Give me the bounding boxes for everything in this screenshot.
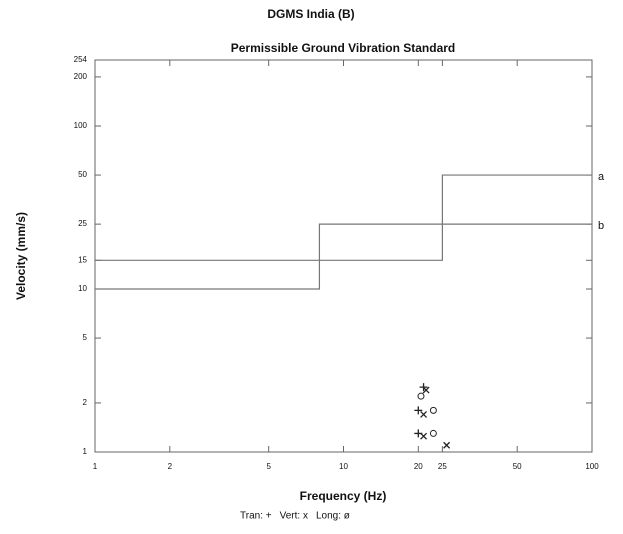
point (417, 392, 425, 400)
legend-entry: Long: ø (316, 511, 350, 522)
line-label: a (598, 171, 605, 183)
y-tick-label: 50 (78, 170, 87, 179)
point (429, 429, 437, 437)
y-tick-label: 254 (74, 55, 88, 64)
y-axis-label: Velocity (mm/s) (14, 212, 28, 300)
y-tick-label: 2 (83, 398, 88, 407)
chart-subtitle: Permissible Ground Vibration Standard (231, 41, 456, 55)
x-tick-label: 5 (266, 462, 271, 471)
x-tick-label: 100 (585, 462, 599, 471)
step-line (95, 174, 592, 290)
point (422, 386, 430, 394)
x-tick-label: 20 (414, 462, 423, 471)
legend: Tran: + Vert: x Long: ø (240, 511, 350, 522)
chart-title: DGMS India (B) (267, 7, 354, 21)
legend-entry: Tran: + (240, 511, 272, 522)
y-tick-label: 1 (83, 447, 88, 456)
y-tick-label: 10 (78, 284, 87, 293)
step-line (95, 223, 592, 261)
y-tick-label: 5 (83, 333, 88, 342)
x-tick-label: 50 (513, 462, 522, 471)
x-axis-label: Frequency (Hz) (300, 489, 387, 503)
point (420, 432, 428, 440)
plot-frame (94, 59, 593, 453)
x-tick-label: 25 (438, 462, 447, 471)
x-tick-label: 1 (93, 462, 98, 471)
y-tick-label: 25 (78, 219, 87, 228)
y-tick-label: 200 (74, 72, 88, 81)
point (443, 441, 451, 449)
x-tick-label: 2 (168, 462, 173, 471)
x-tick-label: 10 (339, 462, 348, 471)
point (414, 406, 423, 415)
point (429, 406, 437, 414)
legend-entry: Vert: x (280, 511, 308, 522)
point (420, 410, 428, 418)
y-tick-label: 15 (78, 255, 87, 264)
line-label: b (598, 220, 604, 232)
y-tick-label: 100 (74, 121, 88, 130)
